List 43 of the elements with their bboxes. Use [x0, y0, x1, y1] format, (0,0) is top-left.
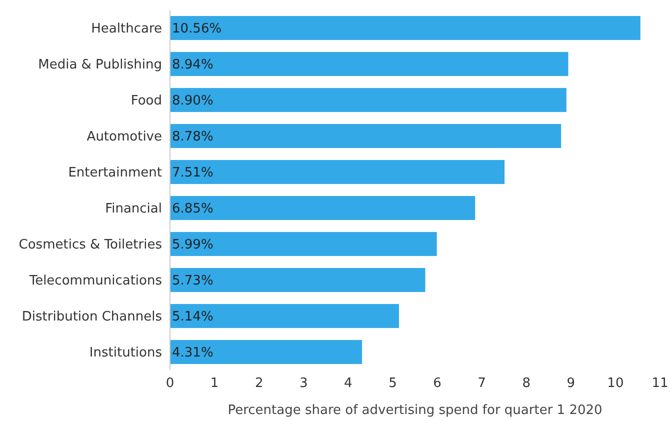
data-label: 8.94%: [172, 58, 214, 73]
bar: [170, 268, 426, 292]
x-tick-label: 10: [607, 376, 624, 392]
y-tick-label: Cosmetics & Toiletries: [18, 238, 162, 253]
x-tick-label: 4: [344, 376, 352, 392]
data-label: 5.73%: [172, 274, 214, 289]
bar: [170, 124, 562, 148]
x-tick-label: 8: [522, 376, 531, 392]
data-label: 4.31%: [172, 346, 214, 361]
y-tick-label: Financial: [105, 202, 162, 217]
x-tick-label: 2: [254, 376, 264, 392]
data-label: 10.56%: [172, 22, 222, 37]
x-tick-label: 6: [433, 376, 442, 392]
x-tick-label: 0: [166, 376, 174, 392]
bar: [170, 160, 505, 184]
x-axis-title: Percentage share of advertising spend for quarter 1 2020: [228, 403, 602, 418]
y-tick-label: Telecommunications: [28, 274, 162, 289]
data-label: 7.51%: [172, 166, 214, 181]
bar: [170, 304, 399, 328]
data-label: 8.90%: [172, 94, 214, 109]
bar: [170, 340, 362, 364]
y-tick-label: Distribution Channels: [22, 310, 162, 325]
x-tick-label: 3: [299, 376, 308, 392]
bar: [170, 196, 476, 220]
y-tick-label: Entertainment: [68, 166, 162, 181]
x-tick-label: 11: [652, 376, 668, 392]
y-tick-label: Food: [130, 94, 162, 109]
bar: [170, 232, 437, 256]
y-tick-label: Automotive: [86, 130, 162, 145]
x-tick-label: 5: [388, 376, 397, 392]
bar: [170, 52, 568, 76]
data-label: 5.14%: [172, 310, 214, 325]
x-tick-label: 1: [210, 376, 219, 392]
data-label: 5.99%: [172, 238, 214, 253]
data-label: 6.85%: [172, 202, 214, 217]
y-tick-label: Media & Publishing: [38, 58, 162, 73]
data-label: 8.78%: [172, 130, 214, 145]
bar: [170, 16, 640, 40]
y-tick-label: Institutions: [89, 346, 162, 361]
x-tick-label: 7: [478, 376, 486, 392]
y-tick-label: Healthcare: [91, 22, 162, 37]
x-tick-label: 9: [566, 376, 576, 392]
bar: [170, 88, 566, 112]
